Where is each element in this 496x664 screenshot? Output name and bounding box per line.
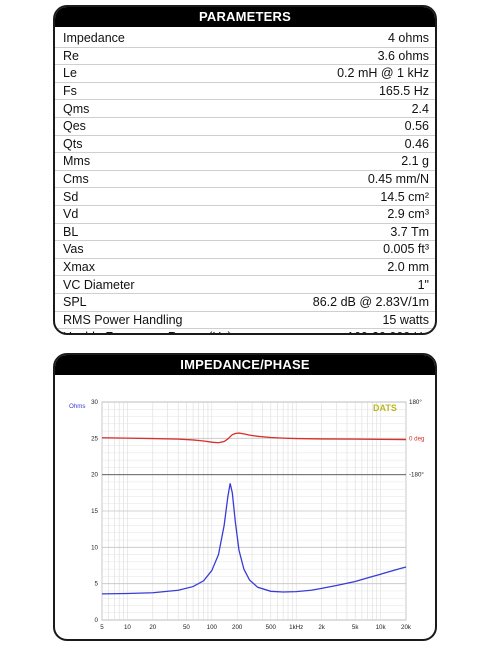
parameter-value: 2.1 g — [276, 152, 435, 171]
x-tick-label: 500 — [266, 624, 277, 631]
parameter-name: Sd — [55, 187, 277, 206]
parameter-name: Le — [55, 64, 277, 83]
parameter-value: 2.4 — [276, 99, 435, 118]
x-tick-label: 10 — [124, 624, 131, 631]
parameter-name: Vd — [55, 205, 277, 224]
parameter-row: Fs 165.5 Hz — [55, 82, 435, 101]
parameter-value: 160-20,000 Hz — [277, 329, 435, 333]
parameter-name: Qts — [55, 135, 277, 154]
parameter-row: Xmax 2.0 mm — [55, 258, 435, 277]
x-tick-label: 5k — [352, 624, 359, 631]
parameter-name: VC Diameter — [55, 275, 277, 294]
parameter-name: Impedance — [55, 30, 277, 48]
parameter-value: 86.2 dB @ 2.83V/1m — [276, 293, 435, 312]
y-tick-label: 0 — [95, 617, 99, 624]
parameter-name: Xmax — [55, 258, 277, 277]
parameter-row: RMS Power Handling 15 watts — [55, 311, 435, 330]
y-tick-label: 25 — [91, 435, 98, 442]
parameter-name: Cms — [55, 170, 277, 189]
parameter-name: SPL — [55, 293, 277, 312]
parameter-value: 0.005 ft³ — [276, 240, 435, 259]
parameter-row: Vd 2.9 cm³ — [55, 205, 435, 224]
x-tick-label: 100 — [207, 624, 218, 631]
parameter-name: Mms — [55, 152, 277, 171]
parameter-row: Qts 0.46 — [55, 135, 435, 154]
phase-curve — [101, 432, 407, 444]
parameter-value: 14.5 cm² — [276, 187, 435, 206]
parameter-value: 0.56 — [276, 117, 435, 136]
parameter-name: Qms — [55, 99, 277, 118]
x-tick-label: 20k — [401, 624, 412, 631]
parameter-row: Mms 2.1 g — [55, 152, 435, 171]
parameter-value: 3.6 ohms — [276, 47, 435, 66]
parameter-value: 2.9 cm³ — [276, 205, 435, 224]
x-tick-label: 50 — [183, 624, 190, 631]
parameter-row: Cms 0.45 mm/N — [55, 170, 435, 189]
right-axis-label: 180° — [409, 399, 422, 406]
y-tick-label: 15 — [91, 508, 98, 515]
parameter-row: Le 0.2 mH @ 1 kHz — [55, 64, 435, 83]
parameter-value: 0.46 — [276, 135, 435, 154]
parameter-name: Vas — [55, 240, 277, 259]
impedance-phase-panel: IMPEDANCE/PHASE 5 10 20 50 100 200 500 1kHz 2k 5k… — [53, 353, 437, 641]
x-tick-label: 20 — [149, 624, 156, 631]
x-tick-label: 1kHz — [289, 624, 303, 631]
x-tick-label: 2k — [318, 624, 325, 631]
parameter-row: BL 3.7 Tm — [55, 223, 435, 242]
impedance-curve — [101, 483, 407, 595]
parameter-row: Impedance 4 ohms — [55, 30, 435, 48]
parameter-value: 3.7 Tm — [276, 223, 435, 242]
parameters-panel: PARAMETERS Impedance 4 ohms Re 3.6 ohms Le 0.… — [53, 5, 437, 335]
parameter-row: VC Diameter 1" — [55, 275, 435, 294]
parameter-name: BL — [55, 223, 277, 242]
parameter-row: Vas 0.005 ft³ — [55, 240, 435, 259]
parameter-row: Usable Frequency Range (Hz)160-20,000 Hz — [55, 329, 435, 333]
left-axis-label: Ohms — [69, 403, 86, 410]
y-tick-label: 20 — [91, 472, 98, 479]
x-tick-label: 5 — [100, 624, 104, 631]
y-tick-label: 10 — [91, 544, 98, 551]
impedance-phase-chart: 5 10 20 50 100 200 500 1kHz 2k 5k 10k 20k0510152025… — [69, 399, 425, 631]
dats-logo: DATS — [373, 403, 397, 413]
parameter-name: RMS Power Handling — [55, 311, 277, 330]
parameter-value: 15 watts — [276, 311, 435, 330]
parameter-row: Sd 14.5 cm² — [55, 187, 435, 206]
parameter-value: 2.0 mm — [276, 258, 435, 277]
parameter-value: 165.5 Hz — [276, 82, 435, 101]
parameter-row: Qes 0.56 — [55, 117, 435, 136]
parameters-title: PARAMETERS — [55, 7, 435, 27]
parameter-value: 4 ohms — [276, 30, 435, 48]
parameter-row: SPL 86.2 dB @ 2.83V/1m — [55, 293, 435, 312]
parameter-name: Usable Frequency Range (Hz) — [55, 329, 277, 333]
y-tick-label: 30 — [91, 399, 98, 406]
y-tick-label: 5 — [95, 581, 99, 588]
right-axis-label: -180° — [409, 472, 424, 479]
parameter-row: Qms 2.4 — [55, 99, 435, 118]
right-axis-label: 0 deg — [409, 435, 425, 442]
parameter-value: 0.2 mH @ 1 kHz — [276, 64, 435, 83]
parameter-value: 0.45 mm/N — [276, 170, 435, 189]
x-tick-label: 10k — [376, 624, 387, 631]
parameter-name: Qes — [55, 117, 277, 136]
parameters-table: Impedance 4 ohms Re 3.6 ohms Le 0.2 mH @ 1 kH… — [55, 30, 435, 333]
x-tick-label: 200 — [232, 624, 243, 631]
impedance-phase-title: IMPEDANCE/PHASE — [55, 355, 435, 375]
parameter-name: Re — [55, 47, 277, 66]
parameter-name: Fs — [55, 82, 277, 101]
parameter-value: 1" — [276, 275, 435, 294]
parameter-row: Re 3.6 ohms — [55, 47, 435, 66]
